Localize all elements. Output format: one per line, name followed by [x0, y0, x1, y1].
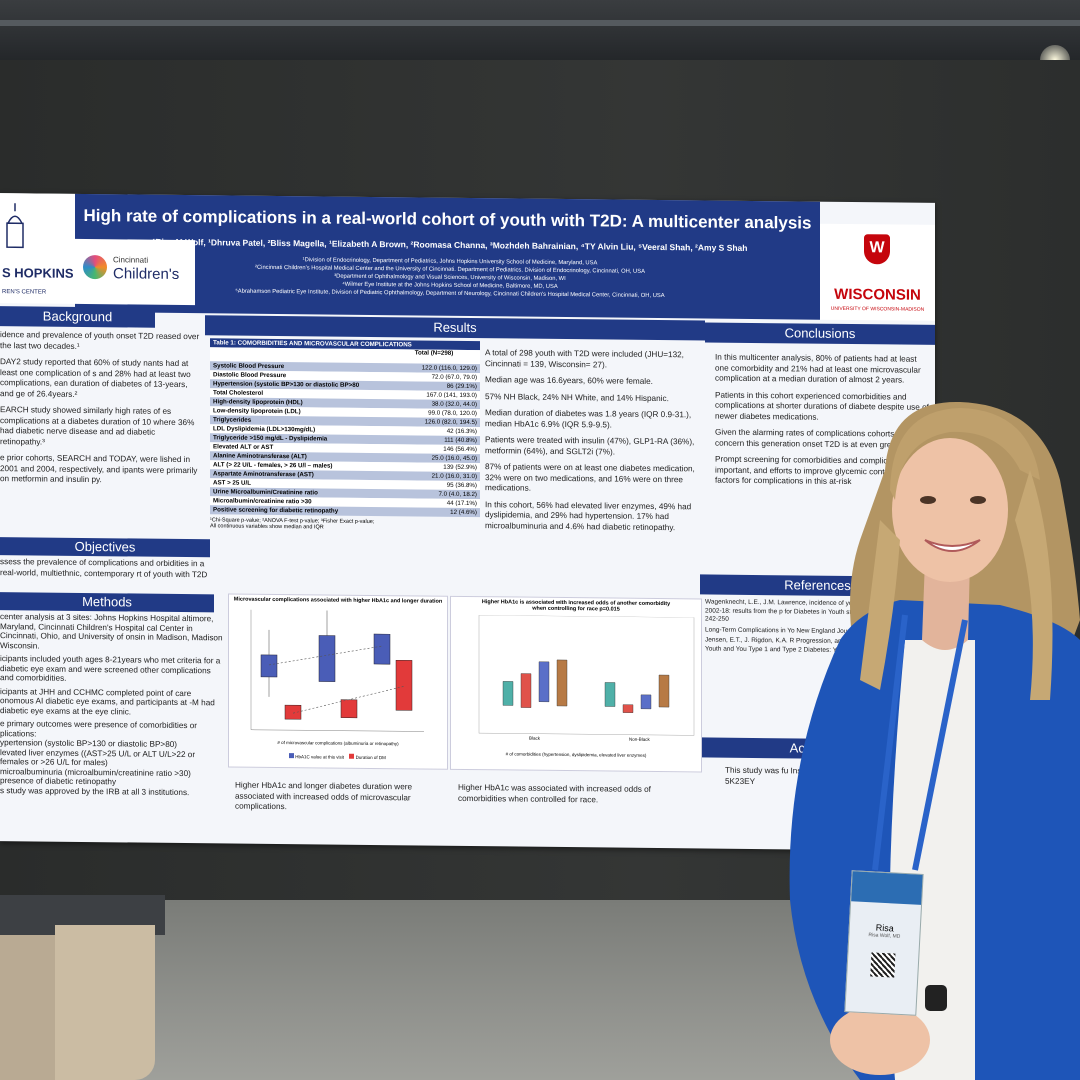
- chart-microvascular: Microvascular complications associated w…: [228, 593, 448, 770]
- research-poster: S HOPKINS REN'S CENTER High rate of comp…: [0, 193, 935, 851]
- badge-header: [851, 871, 923, 905]
- johns-hopkins-logo: S HOPKINS REN'S CENTER: [0, 193, 75, 304]
- background-person: [0, 895, 170, 1080]
- ceiling-beam: [0, 20, 1080, 26]
- chart-comorbidity: Higher HbA1c is associated with increase…: [450, 595, 702, 773]
- boxplot-comorbidity: [478, 614, 695, 736]
- dome-icon: [4, 201, 26, 251]
- boxplot-microvascular: [250, 609, 424, 732]
- name-badge: Risa Risa Wolf, MD: [844, 870, 924, 1016]
- qr-code-icon: [870, 952, 896, 978]
